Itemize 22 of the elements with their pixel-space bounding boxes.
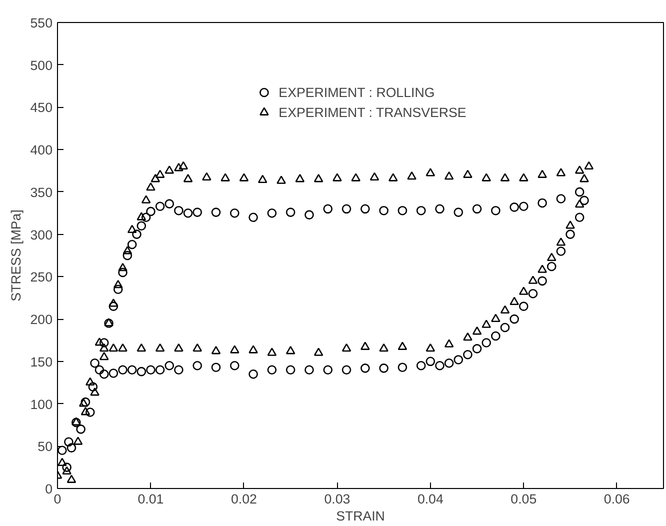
y-tick-label: 200	[30, 312, 53, 328]
y-tick-label: 400	[30, 142, 53, 158]
x-axis-title: STRAIN	[336, 508, 385, 524]
y-tick-label: 350	[30, 184, 53, 200]
y-tick-label: 0	[45, 482, 53, 496]
x-tick-label: 0.06	[604, 492, 630, 506]
y-tick-label: 500	[30, 58, 53, 73]
y-tick-label: 50	[38, 439, 53, 454]
y-tick-label: 150	[30, 354, 53, 370]
x-tick-label: 0.02	[230, 492, 257, 506]
y-tick-label: 250	[30, 270, 53, 285]
y-tick-label: 300	[30, 227, 53, 242]
legend-label: EXPERIMENT : TRANSVERSE	[278, 104, 466, 120]
x-tick-label: 0.03	[324, 492, 350, 506]
y-tick-label: 100	[30, 396, 53, 412]
x-tick-label: 0.01	[138, 492, 164, 506]
x-tick-label: 0.04	[417, 492, 444, 506]
legend-label: EXPERIMENT : ROLLING	[278, 84, 435, 100]
y-axis-title: STRESS [MPa]	[8, 210, 24, 302]
y-tick-label: 550	[30, 16, 53, 30]
y-tick-label: 450	[30, 100, 53, 116]
x-tick-label: 0.05	[510, 492, 537, 506]
